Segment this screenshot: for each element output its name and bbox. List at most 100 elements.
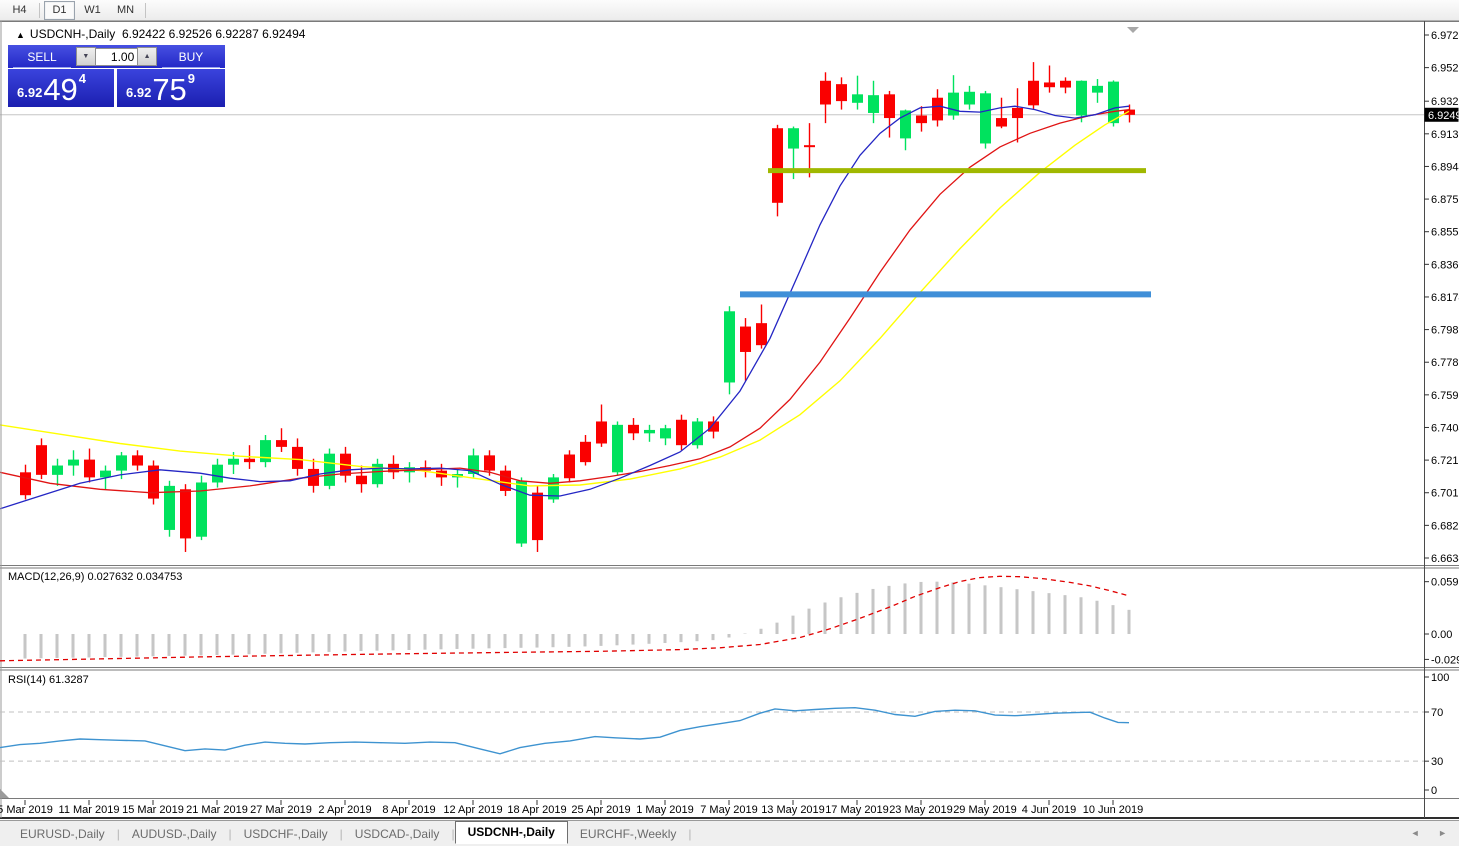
candle-bearish	[820, 80, 831, 105]
price-axis-label: 6.75970	[1431, 390, 1459, 402]
candle-bearish	[1124, 109, 1135, 115]
candle-bearish	[244, 458, 255, 463]
sell-button[interactable]: SELL	[8, 45, 76, 68]
one-click-trade-panel: SELL ▼ 1.00 ▲ BUY 6.92 49 4 6.92 75 9	[8, 45, 225, 107]
date-axis-label: 17 May 2019	[825, 804, 889, 816]
macd-signal-value: 0.034753	[136, 571, 183, 583]
timeframe-button-d1[interactable]: D1	[44, 0, 75, 20]
candle-bullish	[788, 128, 799, 149]
chart-tab-audusd-daily[interactable]: AUDUSD-,Daily	[131, 826, 217, 841]
volume-decrease-button[interactable]: ▼	[76, 47, 96, 66]
date-axis-label: 10 Jun 2019	[1083, 804, 1144, 816]
candle-bullish	[900, 110, 911, 139]
tab-separator: |	[688, 826, 692, 841]
candle-bullish	[548, 477, 559, 500]
candle-bullish	[100, 470, 111, 478]
tab-separator: |	[339, 826, 343, 841]
price-axis-label: 6.68270	[1431, 520, 1459, 532]
sell-price-button[interactable]: 6.92 49 4	[8, 69, 114, 107]
chart-tab-usdcnh-daily[interactable]: USDCNH-,Daily	[454, 821, 568, 844]
chart-tab-usdcad-daily[interactable]: USDCAD-,Daily	[354, 826, 440, 841]
candle-bearish	[596, 421, 607, 444]
macd-name: MACD(12,26,9)	[8, 571, 85, 583]
buy-price-prefix: 6.92	[126, 85, 152, 100]
candle-bearish	[1028, 80, 1039, 106]
candle-bearish	[580, 441, 591, 463]
buy-button[interactable]: BUY	[157, 45, 225, 68]
timeframe-button-h4[interactable]: H4	[12, 4, 27, 16]
sell-price-prefix: 6.92	[17, 85, 43, 100]
candle-bullish	[692, 421, 703, 446]
candle-bearish	[676, 419, 687, 446]
ma-mid-line	[0, 108, 1130, 494]
date-axis-label: 15 Mar 2019	[122, 804, 184, 816]
date-axis-label: 13 May 2019	[761, 804, 825, 816]
tab-scroll-arrows: ◄ ►	[1395, 828, 1447, 838]
date-axis-label: 1 May 2019	[636, 804, 693, 816]
current-price-tag	[1424, 107, 1459, 122]
symbol-period-label: USDCNH-,Daily	[29, 27, 116, 41]
candle-bullish	[724, 311, 735, 383]
toolbar-separator	[145, 2, 146, 18]
candle-bullish	[660, 428, 671, 439]
tab-separator: |	[451, 826, 455, 841]
candle-bullish	[964, 91, 975, 105]
candle-bearish	[772, 128, 783, 203]
volume-field[interactable]: 1.00	[95, 47, 138, 66]
date-axis-label: 21 Mar 2019	[186, 804, 248, 816]
candle-bearish	[484, 455, 495, 471]
timeframe-button-w1[interactable]: W1	[84, 4, 101, 16]
candle-bearish	[292, 446, 303, 469]
price-axis-label: 6.74045	[1431, 422, 1459, 434]
chart-tab-eurchf-weekly[interactable]: EURCHF-,Weekly	[579, 826, 677, 841]
ma-slow-line	[0, 110, 1130, 487]
date-axis-label: 2 Apr 2019	[318, 804, 371, 816]
candle-bullish	[196, 482, 207, 537]
candle-bearish	[564, 454, 575, 479]
rsi-value: 61.3287	[48, 674, 89, 686]
timeframe-button-mn[interactable]: MN	[116, 4, 135, 16]
volume-spinner: ▼ 1.00 ▲	[76, 45, 158, 68]
buy-price-button[interactable]: 6.92 75 9	[117, 69, 225, 107]
candle-bullish	[868, 95, 879, 113]
rsi-line	[0, 706, 1130, 755]
candle-bearish	[1060, 80, 1071, 88]
price-axis-label: 6.91370	[1431, 129, 1459, 141]
sell-button-label: SELL	[13, 50, 71, 68]
candle-bullish	[980, 93, 991, 144]
candle-bearish	[756, 323, 767, 346]
rsi-axis-label: 30	[1431, 756, 1443, 768]
chart-tab-bar: EURUSD-,Daily | AUDUSD-,Daily | USDCHF-,Dail…	[0, 820, 1459, 846]
collapse-panel-icon[interactable]: ▲	[16, 30, 25, 40]
candle-bearish	[276, 440, 287, 447]
candle-bearish	[628, 424, 639, 434]
macd-axis-label: -0.02904	[1431, 654, 1459, 666]
candle-bearish	[500, 470, 511, 491]
rsi-axis-label: 0	[1431, 785, 1437, 797]
candle-bearish	[148, 465, 159, 499]
price-axis-label: 6.66345	[1431, 553, 1459, 565]
price-axis-label: 6.83670	[1431, 259, 1459, 271]
volume-increase-button[interactable]: ▲	[137, 47, 158, 66]
chevron-up-icon: ▲	[143, 53, 151, 60]
date-axis-label: 29 May 2019	[953, 804, 1017, 816]
candle-bullish	[644, 429, 655, 434]
candle-bullish	[1108, 81, 1119, 124]
price-axis-label: 6.81745	[1431, 292, 1459, 304]
rsi-name: RSI(14)	[8, 674, 46, 686]
candle-bearish	[532, 492, 543, 541]
candle-bullish	[164, 485, 175, 530]
macd-signal-line	[0, 575, 1130, 662]
price-axis-label: 6.87520	[1431, 194, 1459, 206]
tab-scroll-left-icon[interactable]: ◄	[1410, 828, 1420, 838]
candle-bearish	[1044, 82, 1055, 88]
candle-bearish	[180, 489, 191, 539]
tab-scroll-right-icon[interactable]: ►	[1438, 828, 1447, 838]
candle-bullish	[324, 453, 335, 486]
ma-fast-line	[0, 105, 1130, 510]
chart-tab-usdchf-daily[interactable]: USDCHF-,Daily	[243, 826, 328, 841]
chart-canvas[interactable]: 6.97200 6.95275 6.93295 6.91370 6.89445 6.875…	[0, 21, 1459, 820]
date-axis-label: 11 Mar 2019	[59, 804, 120, 816]
candle-bullish	[468, 455, 479, 475]
chart-tab-eurusd-daily[interactable]: EURUSD-,Daily	[20, 826, 105, 841]
